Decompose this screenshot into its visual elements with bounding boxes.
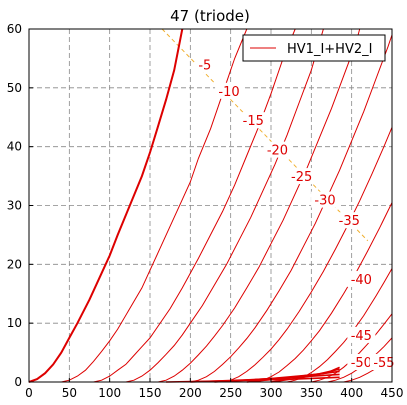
x-tick-label: 400 bbox=[340, 386, 363, 400]
curve-label-bg bbox=[239, 112, 268, 129]
plate-curves bbox=[28, 28, 393, 383]
curve-label: -55 bbox=[373, 356, 394, 371]
x-tick-label: 100 bbox=[98, 386, 121, 400]
curve-label-bg bbox=[347, 271, 376, 288]
y-tick-label: 30 bbox=[7, 199, 22, 213]
curve-label: -25 bbox=[291, 170, 312, 185]
x-tick-label: 200 bbox=[179, 386, 202, 400]
curve-label: -5 bbox=[198, 58, 211, 73]
curve-label-bg bbox=[347, 353, 376, 370]
curve-label-bg bbox=[215, 82, 244, 99]
x-tick-label: 450 bbox=[381, 386, 404, 400]
curve-minus-25 bbox=[190, 34, 393, 383]
curve-0 bbox=[28, 28, 184, 383]
y-tick-label: 20 bbox=[7, 257, 22, 271]
curve-label-bg bbox=[263, 141, 292, 158]
y-tick-label: 40 bbox=[7, 140, 22, 154]
curve-minus-5 bbox=[61, 28, 248, 383]
curve-label: -50 bbox=[351, 356, 372, 371]
y-tick-label: 60 bbox=[7, 22, 22, 36]
y-tick-label: 50 bbox=[7, 81, 22, 95]
y-axis: 0 10 20 30 40 50 60 bbox=[7, 22, 33, 389]
x-tick-label: 300 bbox=[260, 386, 283, 400]
curve-label: -40 bbox=[351, 273, 372, 288]
curve-minus-15 bbox=[125, 28, 324, 383]
curve-labels: -5 -10 -15-20-25-30 -35 -40 -45 -50 -55 bbox=[194, 56, 398, 371]
curve-label: -15 bbox=[243, 114, 264, 129]
curve-label-bg bbox=[369, 353, 398, 370]
curve-minus-35 bbox=[254, 202, 393, 383]
y-tick-label: 10 bbox=[7, 316, 22, 330]
curve-label: -20 bbox=[267, 144, 288, 159]
curve-label: -30 bbox=[314, 194, 335, 209]
bottom-curve-4 bbox=[270, 366, 340, 383]
curve-minus-30 bbox=[222, 127, 393, 383]
curve-label-bg bbox=[347, 326, 376, 343]
curve-label: -45 bbox=[351, 329, 372, 344]
curve-minus-20 bbox=[157, 28, 361, 383]
legend-label: HV1_I+HV2_I bbox=[287, 42, 372, 57]
curve-label: -35 bbox=[339, 214, 360, 229]
curve-label-bg bbox=[287, 168, 316, 185]
x-tick-label: 250 bbox=[219, 386, 242, 400]
curve-label: -10 bbox=[218, 85, 239, 100]
chart-title: 47 (triode) bbox=[170, 7, 250, 25]
legend: HV1_I+HV2_I bbox=[242, 34, 386, 62]
curve-label-bg bbox=[335, 212, 364, 229]
x-axis: 0 50 100 150 200 250 300 350 400 450 bbox=[25, 378, 403, 400]
y-tick-label: 0 bbox=[14, 375, 22, 389]
curve-minus-10 bbox=[93, 28, 296, 383]
x-tick-label: 350 bbox=[300, 386, 323, 400]
x-tick-label: 50 bbox=[62, 386, 77, 400]
curve-label-bg bbox=[311, 191, 340, 208]
curve-label-bg bbox=[194, 56, 215, 73]
curve-minus-45 bbox=[311, 313, 393, 383]
x-tick-label: 0 bbox=[25, 386, 33, 400]
x-tick-label: 150 bbox=[139, 386, 162, 400]
